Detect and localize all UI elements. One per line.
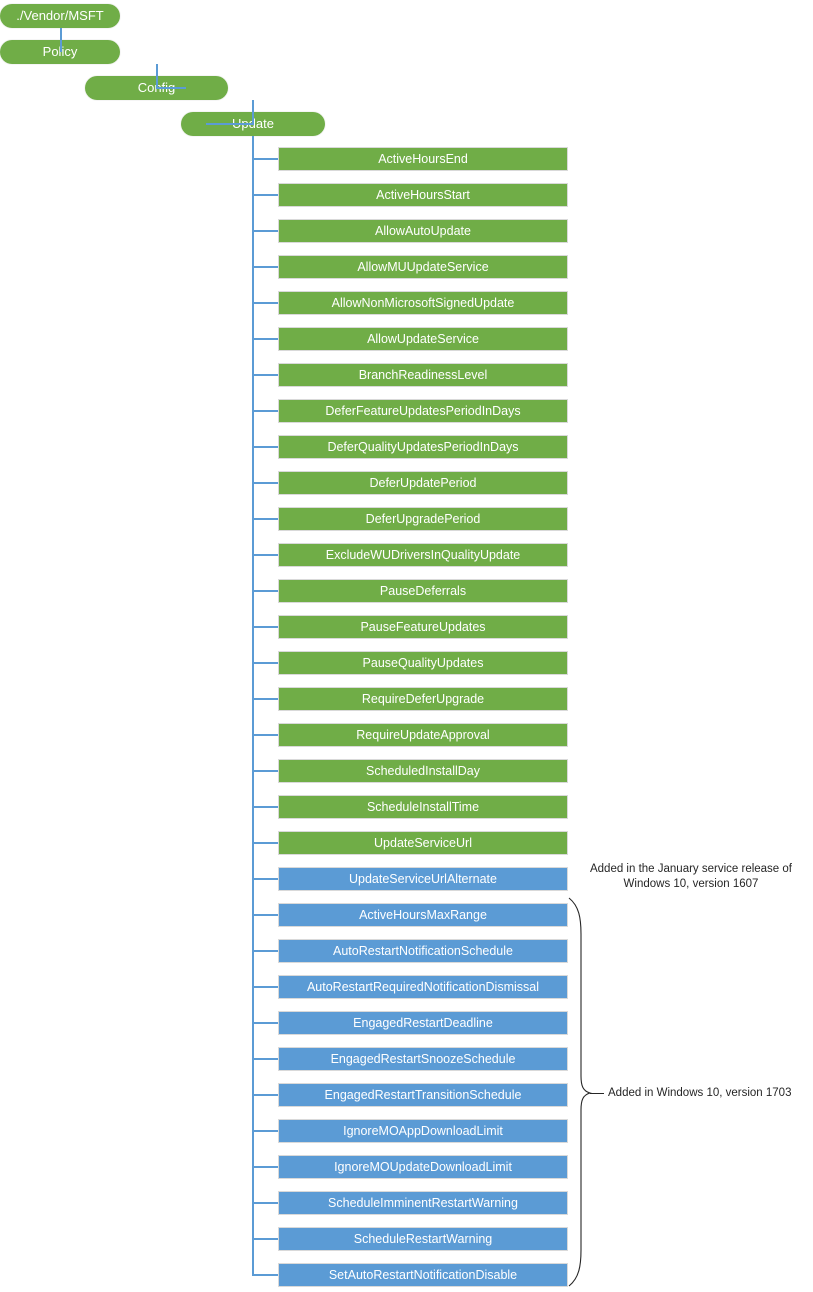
- connector-leaf-stub-16: [252, 734, 278, 736]
- connector-leaf-stub-24: [252, 1022, 278, 1024]
- connector-leaf-stub-4: [252, 302, 278, 304]
- connector-leaf-stub-7: [252, 410, 278, 412]
- connector-leaf-stub-12: [252, 590, 278, 592]
- leaf-node-pausefeatureupdates[interactable]: PauseFeatureUpdates: [278, 615, 568, 639]
- leaf-node-requireupdateapproval[interactable]: RequireUpdateApproval: [278, 723, 568, 747]
- connector-leaf-stub-2: [252, 230, 278, 232]
- leaf-node-activehoursstart[interactable]: ActiveHoursStart: [278, 183, 568, 207]
- connector-leaf-stub-3: [252, 266, 278, 268]
- connector-update-trunk: [252, 136, 254, 1275]
- leaf-node-autorestartnotificationschedule[interactable]: AutoRestartNotificationSchedule: [278, 939, 568, 963]
- leaf-node-schedulerestartwarning[interactable]: ScheduleRestartWarning: [278, 1227, 568, 1251]
- leaf-node-ignoremoappdownloadlimit[interactable]: IgnoreMOAppDownloadLimit: [278, 1119, 568, 1143]
- leaf-node-allowupdateservice[interactable]: AllowUpdateService: [278, 327, 568, 351]
- leaf-node-allowmuupdateservice[interactable]: AllowMUUpdateService: [278, 255, 568, 279]
- connector-leaf-stub-29: [252, 1202, 278, 1204]
- connector-leaf-stub-31: [252, 1274, 278, 1276]
- connector-leaf-stub-15: [252, 698, 278, 700]
- leaf-node-scheduleinstalltime[interactable]: ScheduleInstallTime: [278, 795, 568, 819]
- leaf-node-updateserviceurlalternate[interactable]: UpdateServiceUrlAlternate: [278, 867, 568, 891]
- connector-leaf-stub-5: [252, 338, 278, 340]
- connector-leaf-stub-30: [252, 1238, 278, 1240]
- brace-1703-icon: [568, 897, 592, 1287]
- leaf-node-pausequalityupdates[interactable]: PauseQualityUpdates: [278, 651, 568, 675]
- brace-1703-leader: [590, 1093, 604, 1094]
- leaf-node-updateserviceurl[interactable]: UpdateServiceUrl: [278, 831, 568, 855]
- connector-leaf-stub-13: [252, 626, 278, 628]
- leaf-node-setautorestartnotificationdisable[interactable]: SetAutoRestartNotificationDisable: [278, 1263, 568, 1287]
- leaf-node-autorestartrequirednotificationdismissal[interactable]: AutoRestartRequiredNotificationDismissal: [278, 975, 568, 999]
- connector-leaf-stub-18: [252, 806, 278, 808]
- leaf-node-activehoursmaxrange[interactable]: ActiveHoursMaxRange: [278, 903, 568, 927]
- leaf-node-pausedeferrals[interactable]: PauseDeferrals: [278, 579, 568, 603]
- connector-policy-to-config-horizontal: [156, 87, 186, 89]
- leaf-node-deferupdateperiod[interactable]: DeferUpdatePeriod: [278, 471, 568, 495]
- connector-leaf-stub-9: [252, 482, 278, 484]
- connector-leaf-stub-19: [252, 842, 278, 844]
- connector-policy-to-config-vertical: [156, 64, 158, 88]
- path-node-vendor-msft[interactable]: ./Vendor/MSFT: [0, 4, 120, 28]
- leaf-node-scheduledinstallday[interactable]: ScheduledInstallDay: [278, 759, 568, 783]
- leaf-node-allownonmicrosoftsignedupdate[interactable]: AllowNonMicrosoftSignedUpdate: [278, 291, 568, 315]
- leaf-node-engagedrestartsnoozeschedule[interactable]: EngagedRestartSnoozeSchedule: [278, 1047, 568, 1071]
- leaf-node-allowautoupdate[interactable]: AllowAutoUpdate: [278, 219, 568, 243]
- connector-leaf-stub-17: [252, 770, 278, 772]
- connector-config-to-update-vertical: [252, 100, 254, 124]
- connector-leaf-stub-23: [252, 986, 278, 988]
- leaf-node-deferfeatureupdatesperiodindays[interactable]: DeferFeatureUpdatesPeriodInDays: [278, 399, 568, 423]
- connector-leaf-stub-1: [252, 194, 278, 196]
- connector-leaf-stub-14: [252, 662, 278, 664]
- leaf-node-branchreadinesslevel[interactable]: BranchReadinessLevel: [278, 363, 568, 387]
- leaf-node-deferqualityupdatesperiodindays[interactable]: DeferQualityUpdatesPeriodInDays: [278, 435, 568, 459]
- leaf-node-engagedrestartdeadline[interactable]: EngagedRestartDeadline: [278, 1011, 568, 1035]
- leaf-node-ignoremoupdatedownloadlimit[interactable]: IgnoreMOUpdateDownloadLimit: [278, 1155, 568, 1179]
- leaf-node-requiredeferupgrade[interactable]: RequireDeferUpgrade: [278, 687, 568, 711]
- leaf-node-activehoursend[interactable]: ActiveHoursEnd: [278, 147, 568, 171]
- connector-leaf-stub-6: [252, 374, 278, 376]
- connector-leaf-stub-27: [252, 1130, 278, 1132]
- connector-leaf-stub-10: [252, 518, 278, 520]
- connector-leaf-stub-11: [252, 554, 278, 556]
- annotation-1607: Added in the January service release of …: [589, 863, 792, 890]
- connector-leaf-stub-26: [252, 1094, 278, 1096]
- leaf-node-scheduleimminentrestartwarning[interactable]: ScheduleImminentRestartWarning: [278, 1191, 568, 1215]
- annotation-1703: Added in Windows 10, version 1703: [608, 1087, 792, 1099]
- leaf-node-engagedrestarttransitionschedule[interactable]: EngagedRestartTransitionSchedule: [278, 1083, 568, 1107]
- leaf-node-deferupgradeperiod[interactable]: DeferUpgradePeriod: [278, 507, 568, 531]
- connector-leaf-stub-21: [252, 914, 278, 916]
- connector-leaf-stub-20: [252, 878, 278, 880]
- connector-leaf-stub-0: [252, 158, 278, 160]
- connector-leaf-stub-28: [252, 1166, 278, 1168]
- leaf-node-excludewudriversinqualityupdate[interactable]: ExcludeWUDriversInQualityUpdate: [278, 543, 568, 567]
- connector-msft-to-policy: [60, 28, 62, 52]
- connector-leaf-stub-8: [252, 446, 278, 448]
- connector-leaf-stub-22: [252, 950, 278, 952]
- connector-config-to-update-horizontal: [206, 123, 254, 125]
- connector-leaf-stub-25: [252, 1058, 278, 1060]
